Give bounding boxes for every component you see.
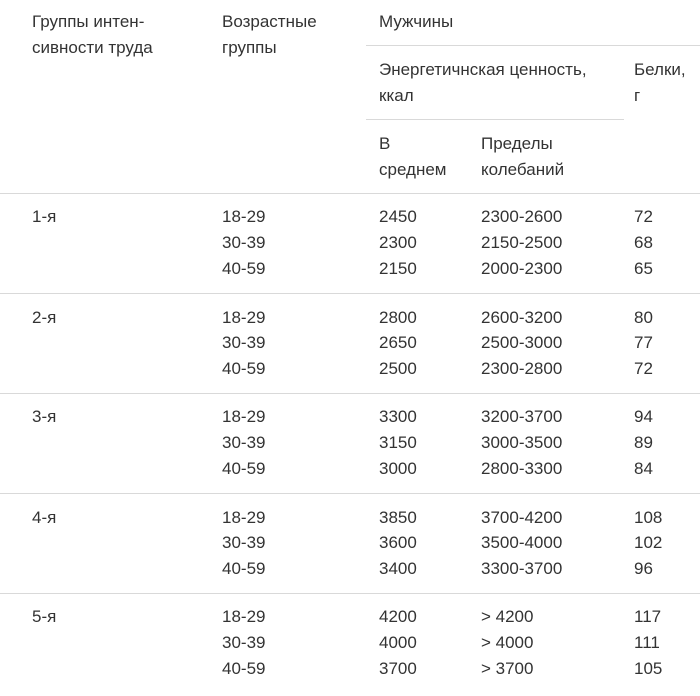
row-avg: 4200: [379, 607, 417, 626]
row-range: 2150-2500: [481, 233, 563, 252]
row-avg: 4000: [379, 633, 417, 652]
row-protein: 94: [634, 407, 653, 426]
row-divider: [0, 493, 700, 494]
row-protein: 96: [634, 559, 653, 578]
row-avg: 3150: [379, 433, 417, 452]
row-age: 18-29: [222, 508, 266, 527]
row-protein: 111: [634, 633, 660, 652]
row-avg: 3400: [379, 559, 417, 578]
row-range: 3700-4200: [481, 508, 563, 527]
row-protein: 80: [634, 308, 653, 327]
row-range: 3200-3700: [481, 407, 563, 426]
row-age: 18-29: [222, 207, 266, 226]
row-protein: 117: [634, 607, 662, 626]
row-divider: [0, 393, 700, 394]
row-protein: 108: [634, 508, 663, 527]
row-age: 30-39: [222, 333, 266, 352]
row-age: 30-39: [222, 533, 266, 552]
row-range: 2300-2800: [481, 359, 563, 378]
row-age: 18-29: [222, 308, 266, 327]
row-age: 40-59: [222, 259, 266, 278]
row-range: 3000-3500: [481, 433, 563, 452]
row-avg: 3000: [379, 459, 417, 478]
row-group-label: 1-я: [32, 207, 57, 226]
row-protein: 105: [634, 659, 663, 678]
header-protein-line1: Белки,: [634, 60, 686, 79]
header-bottom-divider: [0, 193, 700, 194]
header-divider-energy: [366, 119, 624, 120]
header-protein-line2: г: [634, 86, 641, 105]
row-range: 2800-3300: [481, 459, 563, 478]
row-protein: 89: [634, 433, 653, 452]
row-group-label: 3-я: [32, 407, 57, 426]
row-age: 40-59: [222, 359, 266, 378]
row-avg: 3700: [379, 659, 417, 678]
header-avg-line2: среднем: [379, 160, 447, 179]
row-avg: 2150: [379, 259, 417, 278]
row-range: > 4000: [481, 633, 534, 652]
row-age: 40-59: [222, 659, 266, 678]
row-divider: [0, 293, 700, 294]
row-avg: 2650: [379, 333, 417, 352]
row-age: 30-39: [222, 633, 266, 652]
header-energy-line1: Энергетичнская ценность,: [379, 60, 587, 79]
header-energy-line2: ккал: [379, 86, 414, 105]
row-group-label: 2-я: [32, 308, 57, 327]
row-protein: 72: [634, 207, 653, 226]
header-range-line1: Пределы: [481, 134, 553, 153]
header-divider-men: [366, 45, 700, 46]
row-age: 40-59: [222, 459, 266, 478]
row-range: 3300-3700: [481, 559, 563, 578]
header-group-line2: сивности труда: [32, 38, 153, 57]
row-range: > 3700: [481, 659, 534, 678]
row-range: > 4200: [481, 607, 534, 626]
row-protein: 72: [634, 359, 653, 378]
header-age-line1: Возрастные: [222, 12, 317, 31]
row-age: 40-59: [222, 559, 266, 578]
row-range: 2300-2600: [481, 207, 563, 226]
row-protein: 68: [634, 233, 653, 252]
row-protein: 84: [634, 459, 653, 478]
row-avg: 2800: [379, 308, 417, 327]
row-avg: 3300: [379, 407, 417, 426]
row-avg: 3850: [379, 508, 417, 527]
row-protein: 102: [634, 533, 663, 552]
row-protein: 77: [634, 333, 653, 352]
header-group-line1: Группы интен-: [32, 12, 145, 31]
row-avg: 2450: [379, 207, 417, 226]
row-age: 30-39: [222, 433, 266, 452]
row-age: 30-39: [222, 233, 266, 252]
row-range: 2600-3200: [481, 308, 563, 327]
header-age-line2: группы: [222, 38, 277, 57]
row-range: 2500-3000: [481, 333, 563, 352]
row-range: 2000-2300: [481, 259, 563, 278]
row-protein: 65: [634, 259, 653, 278]
row-avg: 3600: [379, 533, 417, 552]
row-age: 18-29: [222, 407, 266, 426]
header-men: Мужчины: [379, 12, 454, 31]
row-age: 18-29: [222, 607, 266, 626]
row-group-label: 4-я: [32, 508, 57, 527]
row-divider: [0, 593, 700, 594]
header-range-line2: колебаний: [481, 160, 565, 179]
row-group-label: 5-я: [32, 607, 57, 626]
row-avg: 2300: [379, 233, 417, 252]
header-avg-line1: В: [379, 134, 391, 153]
row-avg: 2500: [379, 359, 417, 378]
row-range: 3500-4000: [481, 533, 563, 552]
